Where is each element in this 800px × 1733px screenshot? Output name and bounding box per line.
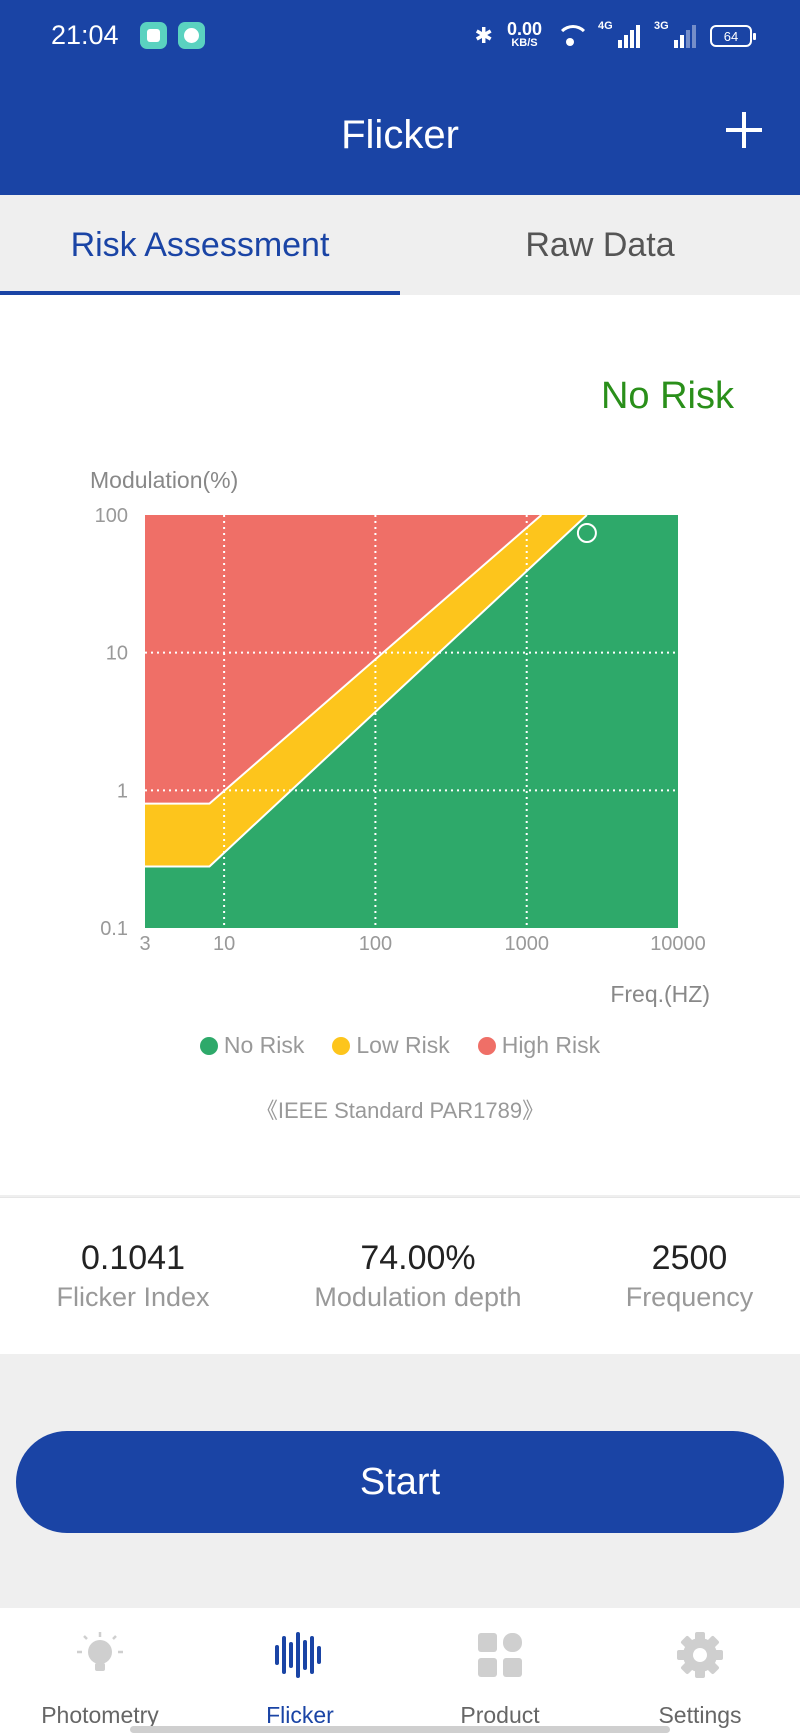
legend-item-low-risk: Low Risk [332, 1032, 450, 1059]
signal-4g-label: 4G [598, 20, 613, 32]
x-tick-label: 1000 [504, 933, 549, 955]
status-indicators: ✱ 0.00 KB/S 4G 3G 64 [474, 18, 756, 54]
nav-label-flicker: Flicker [266, 1702, 334, 1728]
risk-chart-card: No Risk 100 10 1 0.1 3 10 100 1000 10000 Modulati… [0, 295, 800, 1195]
network-speed-value: 0.00 [506, 19, 542, 39]
nav-label-product: Product [460, 1702, 540, 1728]
y-tick-label: 1 [117, 780, 128, 802]
metrics-panel: 0.1041 Flicker Index 74.00% Modulation d… [0, 1197, 800, 1354]
y-axis-title: Modulation(%) [90, 467, 238, 493]
nav-item-settings[interactable]: Settings [600, 1608, 800, 1733]
legend-dot-low-risk [332, 1036, 351, 1055]
high-risk-boundary [145, 514, 543, 805]
metric-flicker-index: 0.1041 Flicker Index [33, 1198, 233, 1355]
app-header: 21:04 ✱ 0.00 KB/S 4G 3G [0, 0, 800, 195]
legend-dot-no-risk [199, 1036, 218, 1055]
waveform-icon [275, 1632, 321, 1678]
nav-label-settings: Settings [658, 1702, 742, 1728]
high-risk-region [145, 515, 542, 804]
metric-frequency: 2500 Frequency [607, 1198, 772, 1355]
chat-notification-icon [178, 22, 205, 49]
home-indicator [130, 1726, 670, 1733]
x-tick-label: 100 [359, 933, 392, 955]
signal-4g-icon: 4G [598, 20, 640, 48]
x-tick-label: 10 [213, 933, 235, 955]
flicker-index-value: 0.1041 [81, 1239, 185, 1277]
legend-item-no-risk: No Risk [199, 1032, 305, 1059]
tab-raw-data[interactable]: Raw Data [525, 225, 675, 264]
network-speed-unit: KB/S [511, 37, 538, 49]
chart-legend: No Risk Low Risk High Risk [0, 1032, 800, 1059]
x-tick-label: 3 [139, 933, 150, 955]
y-tick-label: 0.1 [100, 918, 128, 940]
x-tick-label: 10000 [650, 933, 706, 955]
measurement-point [576, 523, 597, 544]
legend-label-no-risk: No Risk [223, 1032, 305, 1058]
nav-label-photometry: Photometry [41, 1702, 159, 1728]
plus-icon[interactable] [726, 112, 762, 148]
battery-icon: 64 [710, 25, 756, 47]
low-risk-boundary [145, 514, 588, 868]
metric-modulation-depth: 74.00% Modulation depth [268, 1198, 568, 1355]
modulation-depth-value: 74.00% [360, 1239, 476, 1277]
chart-grid [145, 515, 678, 928]
wifi-icon [556, 25, 590, 47]
status-time: 21:04 [51, 20, 119, 50]
standard-note: 《IEEE Standard PAR1789》 [255, 1098, 545, 1123]
y-tick-label: 100 [95, 505, 128, 527]
legend-item-high-risk: High Risk [477, 1032, 601, 1059]
bluetooth-icon: ✱ [474, 23, 493, 48]
modulation-depth-label: Modulation depth [314, 1282, 522, 1312]
status-bar: 21:04 ✱ 0.00 KB/S 4G 3G [0, 18, 800, 54]
tab-risk-assessment[interactable]: Risk Assessment [0, 195, 400, 295]
legend-label-high-risk: High Risk [501, 1032, 601, 1058]
signal-3g-icon: 3G [654, 20, 696, 48]
risk-status-label: No Risk [600, 375, 734, 417]
frequency-value: 2500 [651, 1239, 728, 1277]
page-title: Flicker [341, 113, 459, 157]
y-tick-label: 10 [106, 643, 128, 665]
nav-item-product[interactable]: Product [400, 1608, 600, 1733]
frequency-label: Frequency [625, 1282, 754, 1312]
network-speed: 0.00 KB/S [506, 19, 542, 50]
nav-item-flicker[interactable]: Flicker [200, 1608, 400, 1733]
signal-3g-label: 3G [654, 20, 669, 32]
gear-icon [677, 1632, 723, 1678]
grid-icon [478, 1633, 522, 1677]
x-axis-title: Freq.(HZ) [610, 981, 710, 1007]
flicker-index-label: Flicker Index [56, 1282, 210, 1312]
legend-label-low-risk: Low Risk [356, 1032, 450, 1058]
tab-bar: Risk Assessment Raw Data [0, 195, 800, 295]
bottom-nav: Photometry Flicker Product [0, 1608, 800, 1733]
start-button[interactable]: Start [16, 1431, 784, 1533]
app-notification-icon [140, 22, 167, 49]
bulb-icon [77, 1632, 123, 1671]
nav-item-photometry[interactable]: Photometry [0, 1608, 200, 1733]
risk-chart: 100 10 1 0.1 3 10 100 1000 10000 Modulation(%) Fre… [90, 467, 710, 1007]
legend-dot-high-risk [477, 1036, 496, 1055]
